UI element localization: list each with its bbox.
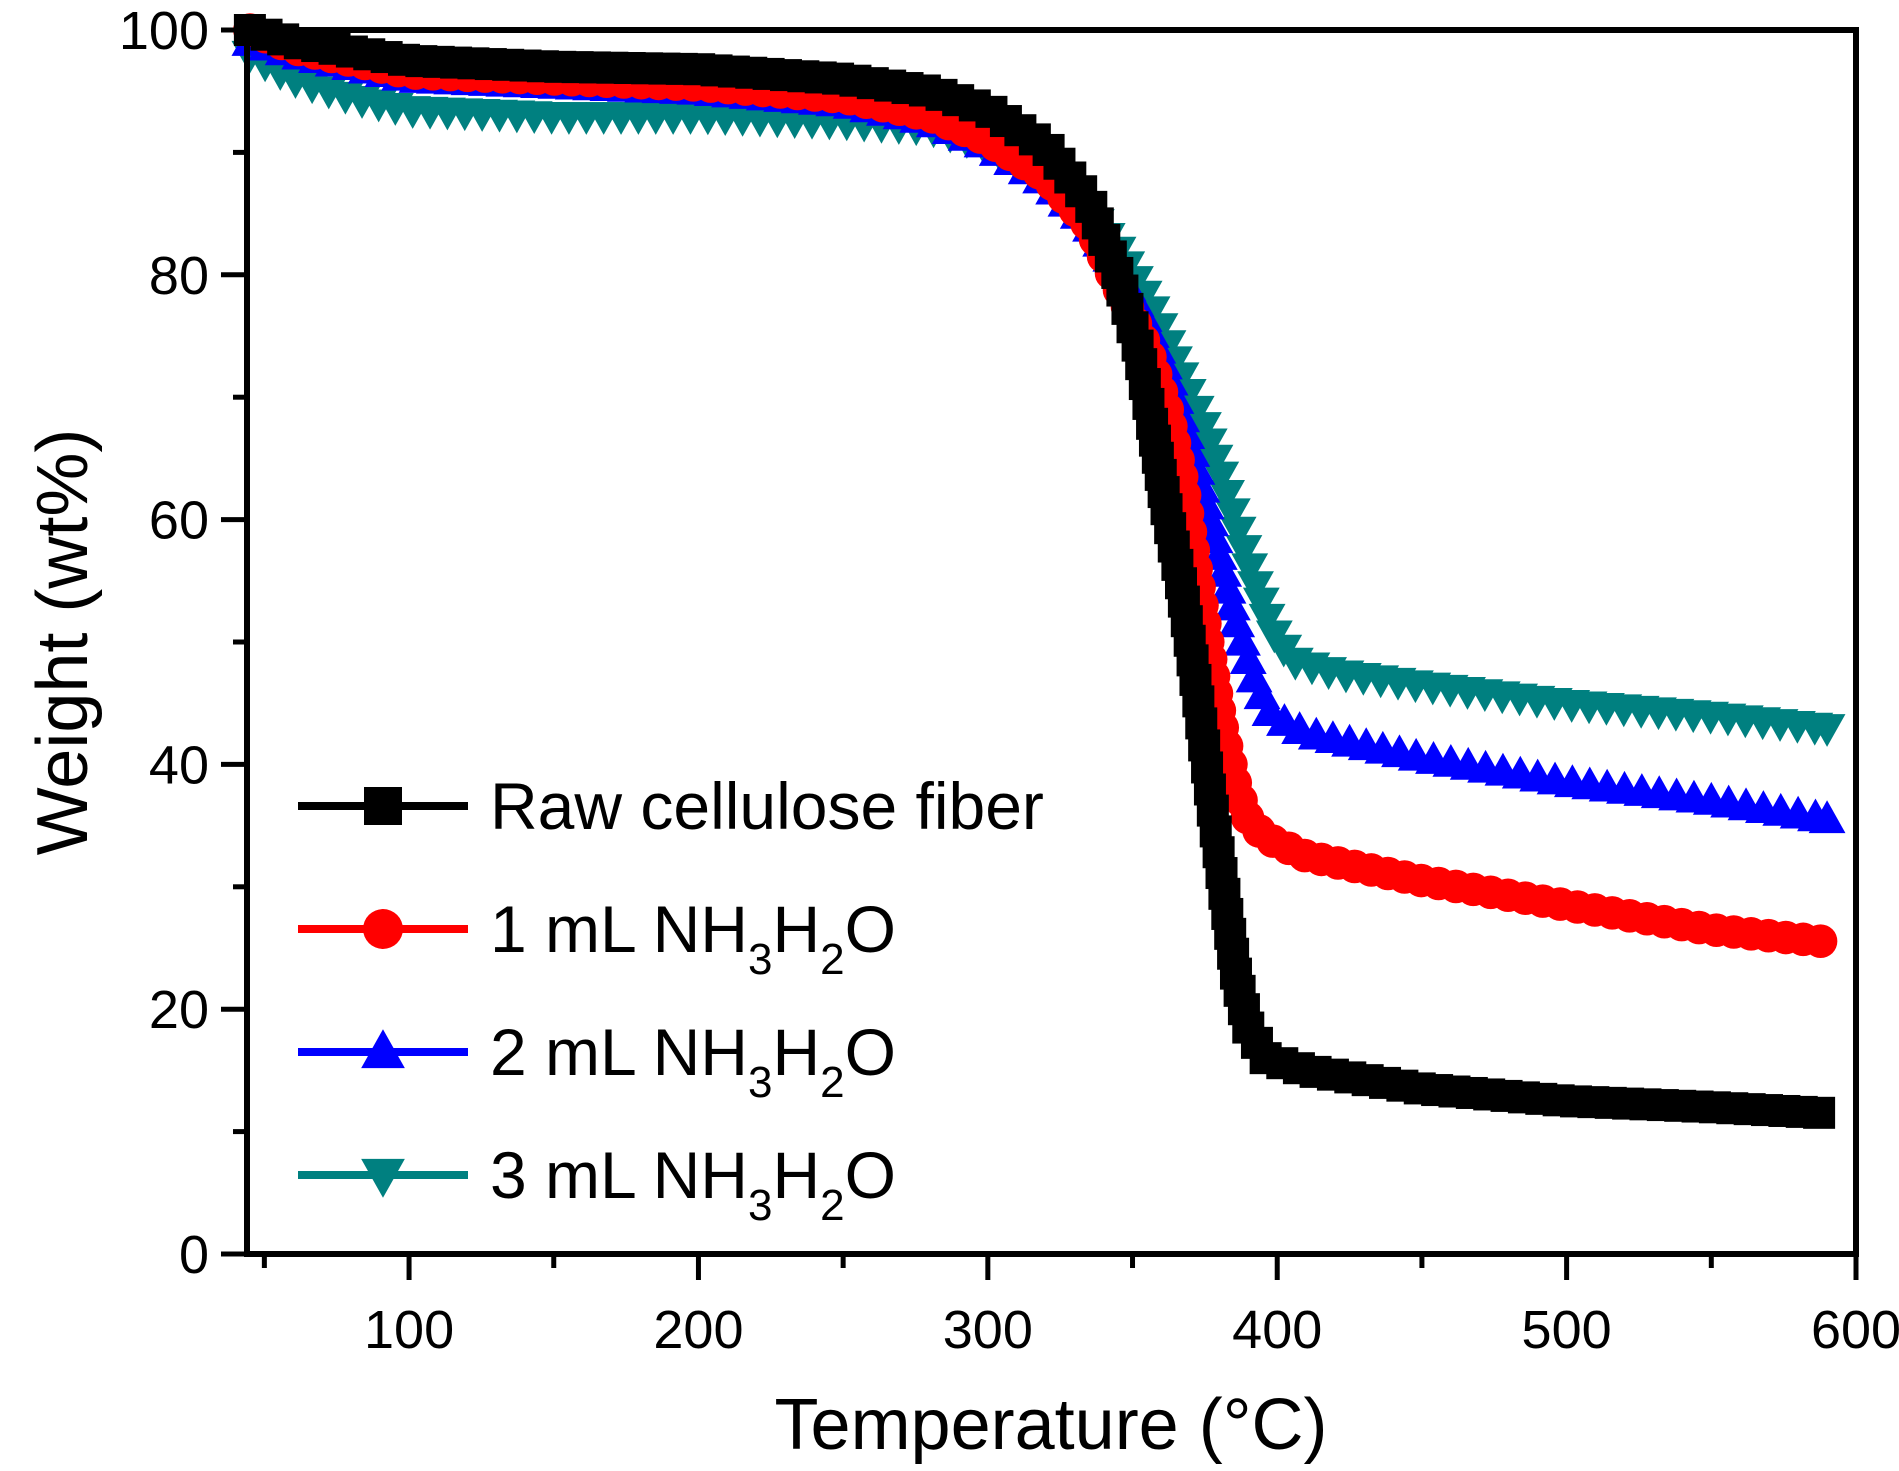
legend-subscript: 3 [748,935,772,984]
x-tick-label: 300 [943,1300,1033,1360]
y-axis-title: Weight (wt%) [23,429,103,856]
x-tick-label: 500 [1522,1300,1612,1360]
legend-text-part: H [772,1138,820,1212]
data-point [1213,498,1251,532]
data-point [1208,479,1245,513]
y-tick-label: 80 [149,246,209,306]
legend-text-part: O [845,1015,896,1089]
legend-label: 1 mL NH3H2O [490,892,896,984]
data-point [1225,535,1263,568]
legend-text-part: H [772,892,820,966]
data-point [1196,444,1234,478]
legend-item: 2 mL NH3H2O [298,1015,896,1107]
data-point [1205,553,1243,587]
data-point [1248,603,1286,637]
legend-subscript: 3 [748,1058,772,1107]
x-tick-label: 200 [653,1300,743,1360]
legend-marker [364,787,402,825]
legend-label: 2 mL NH3H2O [490,1015,896,1107]
data-point [1803,1096,1836,1129]
data-point [1209,570,1247,604]
legend-item: 3 mL NH3H2O [298,1138,896,1230]
series-1 [233,14,1836,1129]
legend-label: 3 mL NH3H2O [490,1138,896,1230]
legend-text-part: O [845,892,896,966]
legend-text-part: Raw cellulose fiber [490,769,1044,843]
y-tick-label: 60 [149,491,209,551]
data-point [1803,924,1838,958]
x-tick-label: 600 [1811,1300,1899,1360]
y-tick-label: 100 [119,1,209,61]
legend-label: Raw cellulose fiber [490,769,1044,843]
legend-text-part: 3 mL NH [490,1138,748,1212]
legend-item: 1 mL NH3H2O [298,892,896,984]
x-axis-title: Temperature (°C) [775,1385,1328,1465]
ticks-layer: 100 200 300 400 500 600 0 20 40 60 80 100 [119,1,1899,1360]
legend-text-part: H [772,1015,820,1089]
data-point [1231,553,1269,587]
legend-marker [363,909,403,949]
legend-subscript: 2 [820,1058,844,1107]
legend-subscript: 2 [820,935,844,984]
data-point [1213,587,1251,621]
x-tick-label: 400 [1232,1300,1322,1360]
data-point [1219,516,1257,550]
y-tick-label: 0 [179,1225,209,1285]
y-tick-label: 40 [149,735,209,795]
legend-text-part: 1 mL NH [490,892,748,966]
data-point [1202,461,1240,495]
legend-subscript: 2 [820,1181,844,1230]
legend-marker [361,1029,405,1069]
y-tick-label: 20 [149,980,209,1040]
data-point [1808,714,1846,747]
data-point [1808,800,1846,834]
legend-item: Raw cellulose fiber [298,769,1044,843]
x-tick-label: 100 [364,1300,454,1360]
series-layer [231,13,1846,1129]
legend-text-part: 2 mL NH [490,1015,748,1089]
legend-subscript: 3 [748,1181,772,1230]
legend-text-part: O [845,1138,896,1212]
legend-marker [361,1158,405,1198]
